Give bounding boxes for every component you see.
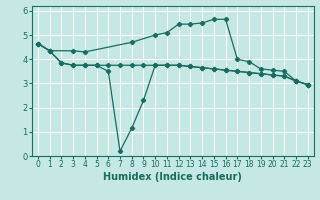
X-axis label: Humidex (Indice chaleur): Humidex (Indice chaleur) xyxy=(103,172,242,182)
